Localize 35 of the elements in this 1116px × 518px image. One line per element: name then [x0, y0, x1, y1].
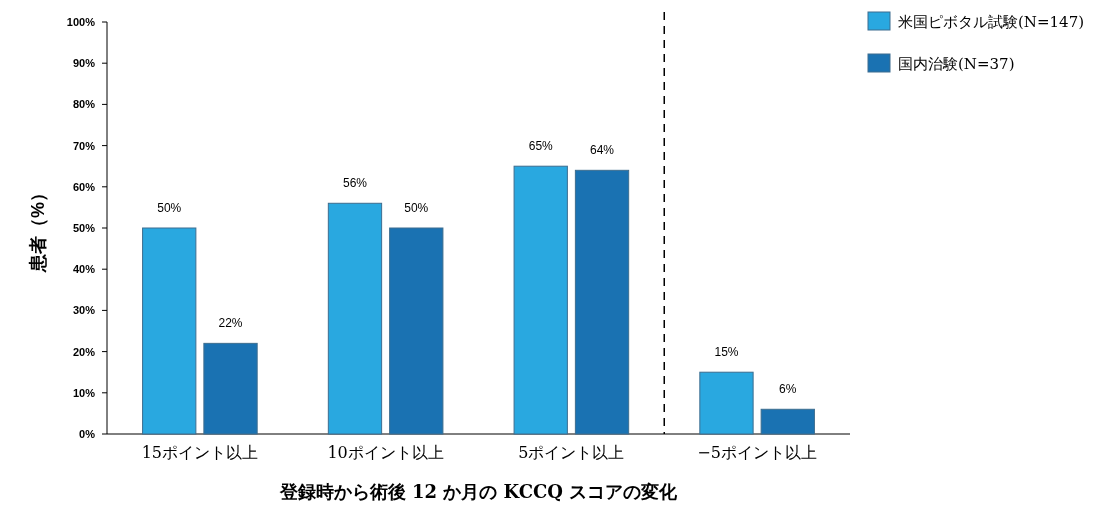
text: 56% — [342, 176, 367, 191]
y-tick-label: 100% — [66, 16, 96, 28]
legend-label: 米国ピボタル試験(N=147) — [898, 13, 1085, 31]
bar — [203, 342, 258, 435]
x-tick-label: −5ポイント以上 — [697, 443, 817, 462]
bar — [760, 408, 815, 435]
y-tick-label: 60% — [72, 180, 96, 193]
y-tick-label: 80% — [72, 98, 96, 111]
bar — [574, 169, 630, 435]
text: 65% — [528, 139, 553, 154]
x-tick-label: 10ポイント以上 — [327, 443, 444, 462]
y-tick-label: 20% — [72, 345, 96, 358]
y-tick-label: 10% — [72, 386, 96, 399]
x-tick-label: 15ポイント以上 — [141, 443, 259, 462]
text: 22% — [218, 316, 243, 331]
text: 64% — [590, 143, 615, 158]
y-tick-label: 0% — [79, 428, 96, 440]
x-tick-label: 5ポイント以上 — [518, 443, 625, 462]
y-tick-label: 50% — [72, 222, 96, 234]
y-tick-label: 40% — [72, 263, 96, 276]
x-axis-title: 登録時から術後 12 か月の KCCQ スコアの変化 — [278, 481, 679, 502]
y-axis-title: 患者（%） — [28, 183, 48, 274]
bar — [327, 202, 383, 435]
text: 15% — [714, 345, 739, 360]
bar — [699, 371, 754, 435]
text: 50% — [157, 201, 182, 215]
y-tick-label: 30% — [72, 304, 96, 317]
text: 6% — [779, 382, 797, 397]
y-tick-label: 90% — [72, 57, 96, 70]
text: 50% — [404, 201, 429, 215]
bar — [513, 165, 568, 435]
legend-label: 国内治験(N=37) — [898, 55, 1015, 73]
bar — [142, 227, 197, 435]
bar — [389, 227, 444, 435]
y-tick-label: 70% — [72, 139, 96, 152]
